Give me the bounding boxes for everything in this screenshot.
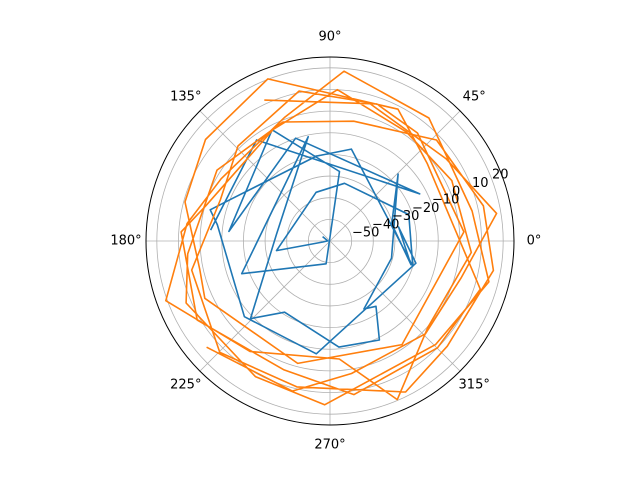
series-line-series-1 [209,129,421,355]
theta-gridline [199,240,331,372]
theta-tick-label: 225° [170,378,201,393]
theta-tick-label: 45° [463,89,486,104]
series-line-series-2 [165,70,498,406]
theta-gridline [329,240,461,372]
r-tick-label: −50 [352,226,379,241]
theta-gridline [199,110,331,242]
theta-tick-label: 135° [170,89,201,104]
r-tick-label: −40 [372,217,399,232]
labels: 0° 45° 90° 135° 180° 225° 270° 315° −50−40−30−20… [110,30,541,453]
series-layer [165,70,498,406]
r-tick-label: −20 [412,201,439,216]
polar-frame [145,56,515,426]
theta-gridline [329,110,461,242]
theta-tick-label: 270° [314,438,345,453]
r-tick-label: −30 [392,209,419,224]
theta-tick-label: 180° [110,234,141,249]
theta-tick-label: 315° [459,378,490,393]
r-tick-label: −10 [432,193,459,208]
theta-tick-label: 90° [318,30,341,45]
r-tick-label: 10 [472,176,489,191]
r-tick-label: 20 [492,168,509,183]
r-tick-label: 0 [452,184,460,199]
theta-tick-label: 0° [527,234,542,249]
